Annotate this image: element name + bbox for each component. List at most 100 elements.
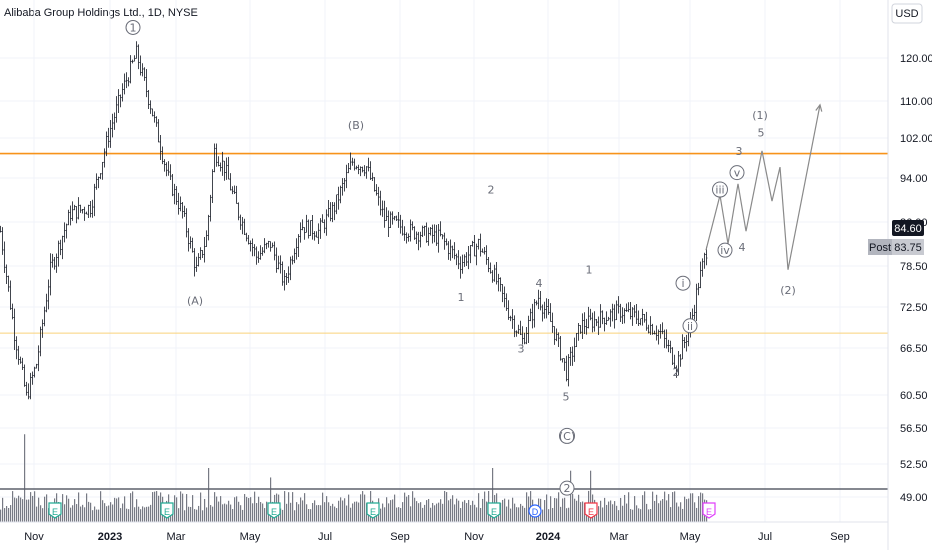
volume-bar (464, 500, 466, 522)
volume-bar (552, 507, 554, 522)
earnings-marker[interactable]: E (160, 502, 174, 519)
volume-bar (410, 506, 412, 522)
volume-bar (224, 503, 226, 522)
volume-bar (350, 507, 352, 522)
earnings-marker[interactable]: E (267, 502, 281, 519)
volume-bar (400, 508, 402, 522)
post-price-value: 83.75 (894, 242, 922, 254)
price-tick: 52.50 (900, 459, 928, 471)
volume-bar (644, 491, 646, 522)
last-price-value: 84.60 (894, 223, 922, 235)
time-axis[interactable]: Nov 2023 Mar May Jul Sep Nov 2024 Mar May Jul Sep (24, 531, 850, 543)
volume-bar (18, 495, 20, 522)
volume-bar (84, 507, 86, 522)
earnings-marker[interactable]: E (366, 502, 380, 519)
volume-bar (676, 502, 678, 522)
volume-bar (116, 498, 118, 522)
volume-bar (570, 470, 572, 522)
earnings-marker[interactable]: E (702, 502, 716, 519)
volume-bar (212, 506, 214, 522)
volume-bar (560, 506, 562, 522)
volume-bar (226, 504, 228, 522)
marker-letter: E (271, 507, 277, 517)
volume-bar (614, 501, 616, 522)
volume-bar (20, 497, 22, 522)
earnings-marker[interactable]: E (487, 502, 501, 519)
volume-bar (78, 492, 80, 522)
wave-label: (B) (348, 119, 364, 132)
price-tick: 110.00 (900, 96, 932, 108)
volume-bar (582, 501, 584, 522)
volume-bar (632, 509, 634, 522)
marker-shape (366, 502, 380, 519)
wave-label: 2 (564, 482, 571, 495)
volume-bar (690, 493, 692, 522)
volume-bar (60, 509, 62, 522)
volume-bar (236, 496, 238, 522)
earnings-marker[interactable]: E (584, 502, 598, 519)
volume-bar (578, 494, 580, 522)
wave-label: 5 (758, 127, 765, 140)
volume-bar (246, 496, 248, 522)
marker-letter: E (52, 507, 58, 517)
earnings-marker[interactable]: E (48, 502, 62, 519)
volume-bar (546, 494, 548, 522)
volume-bar (174, 495, 176, 522)
volume-bar (210, 505, 212, 522)
volume-bar (340, 497, 342, 522)
volume-bar (512, 497, 514, 522)
volume-bar (156, 491, 158, 522)
volume-bar (686, 499, 688, 522)
price-tick: 60.50 (900, 390, 928, 402)
volume-bar (630, 509, 632, 522)
volume-bar (606, 504, 608, 522)
marker-letter: E (706, 507, 712, 517)
volume-bar (38, 497, 40, 522)
volume-bar (258, 496, 260, 522)
marker-shape (584, 502, 598, 519)
volume-bar (176, 497, 178, 522)
wave-label: 1 (586, 264, 593, 277)
volume-bar (286, 503, 288, 522)
volume-bar (404, 492, 406, 522)
volume-bar (130, 493, 132, 522)
volume-bar (334, 506, 336, 522)
volume-bar (218, 501, 220, 522)
volume-bar (198, 505, 200, 522)
volume-bar (204, 498, 206, 522)
volume-bar (564, 497, 566, 522)
volume-bar (12, 491, 14, 522)
dividend-marker[interactable]: D (528, 504, 542, 518)
currency-box[interactable] (891, 3, 923, 24)
volume-bar (382, 503, 384, 522)
volume-bar (646, 503, 648, 522)
volume-bar (446, 492, 448, 522)
projection-line[interactable] (705, 104, 821, 270)
volume-bar (318, 505, 320, 522)
post-label: Post (869, 242, 891, 254)
volume-bar (456, 498, 458, 522)
volume-bar (140, 509, 142, 522)
volume-bar (380, 508, 382, 522)
wave-label-circle (717, 242, 733, 258)
wave-label: 2 (673, 366, 680, 379)
marker-shape (487, 502, 501, 519)
volume-bar (192, 495, 194, 522)
volume-bar (554, 497, 556, 522)
volume-bar (46, 494, 48, 522)
volume-bar (72, 505, 74, 522)
volume-bar (504, 498, 506, 522)
volume-bar (476, 507, 478, 522)
volume-bar (508, 499, 510, 522)
volume-bar (190, 506, 192, 522)
volume-bar (486, 501, 488, 522)
volume-bar (244, 494, 246, 522)
volume-bar (610, 500, 612, 522)
volume-bar (434, 505, 436, 522)
wave-label: (1) (752, 109, 768, 122)
price-axis[interactable]: 120.00110.00102.0094.0086.0078.5072.5066… (900, 53, 932, 504)
wave-label-circle (729, 165, 745, 181)
volume-bar (604, 497, 606, 522)
